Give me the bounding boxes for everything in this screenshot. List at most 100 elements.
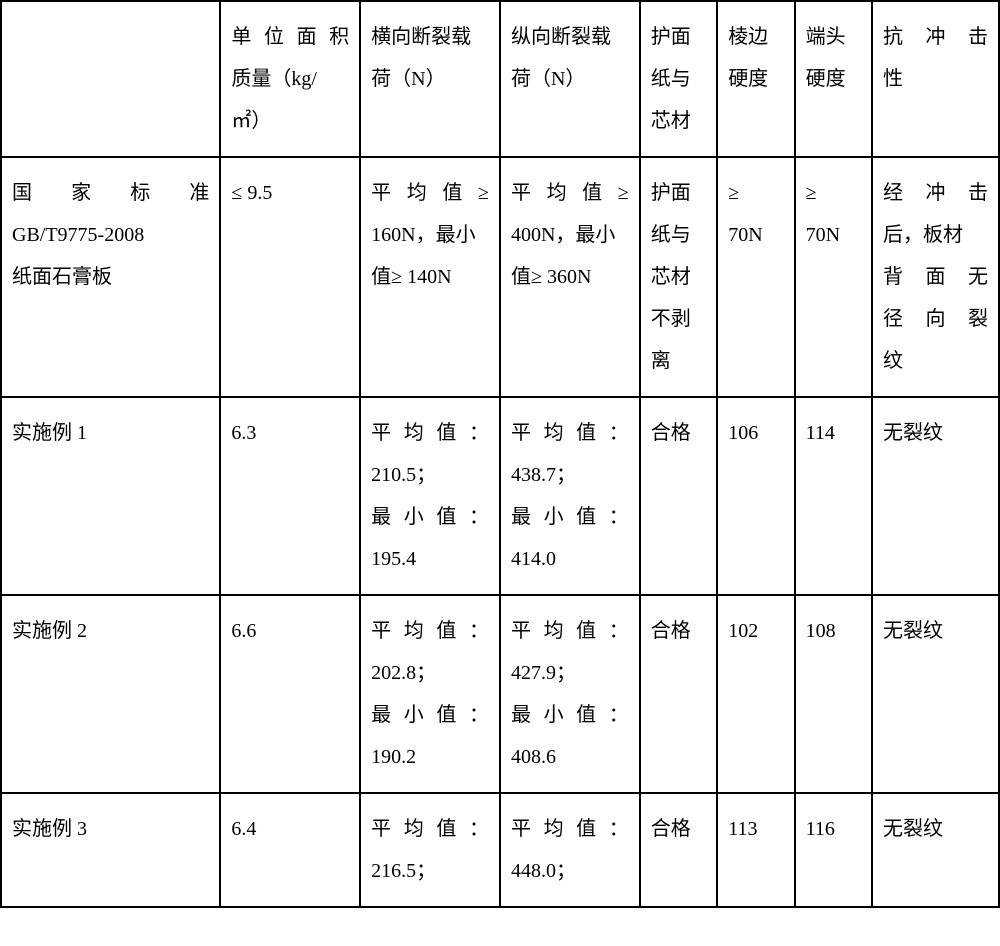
cell-4: 合格 [640,595,717,793]
text: 平均值： [371,412,489,454]
text: 值≥ 360N [511,256,629,298]
cell-5: 102 [717,595,794,793]
text: 纸与 [651,214,706,256]
text: 抗冲击 [883,16,988,58]
text: 径向裂 [883,298,988,340]
text: 408.6 [511,736,629,778]
text: 性 [883,58,988,100]
cell-4: 合格 [640,793,717,907]
cell-4: 护面 纸与 芯材 不剥 离 [640,157,717,397]
cell-1: 6.4 [220,793,360,907]
text: 70N [806,214,861,256]
text: 芯材 [651,100,706,142]
header-cell-7: 抗冲击 性 [872,1,999,157]
text: 平均值： [511,610,629,652]
text: 护面 [651,172,706,214]
cell-6: 114 [795,397,872,595]
cell-5: 113 [717,793,794,907]
text: 背面无 [883,256,988,298]
cell-7: 无裂纹 [872,397,999,595]
text: 195.4 [371,538,489,580]
text: 210.5； [371,454,489,496]
cell-6: 116 [795,793,872,907]
text: 纸面石膏板 [12,256,209,298]
text: 427.9； [511,652,629,694]
cell-3: 平均值： 448.0； [500,793,640,907]
text: 202.8； [371,652,489,694]
text: 荷（N） [511,58,629,100]
cell-2: 平均值： 216.5； [360,793,500,907]
cell-0: 实施例 1 [1,397,220,595]
text: 438.7； [511,454,629,496]
cell-1: ≤ 9.5 [220,157,360,397]
cell-3: 平均值： 438.7； 最小值： 414.0 [500,397,640,595]
cell-5: 106 [717,397,794,595]
text: ≥ [806,172,861,214]
text: 平均值： [371,610,489,652]
cell-0: 实施例 3 [1,793,220,907]
header-cell-3: 纵向断裂载 荷（N） [500,1,640,157]
cell-7: 经冲击 后，板材 背面无 径向裂 纹 [872,157,999,397]
cell-7: 无裂纹 [872,793,999,907]
text: 离 [651,340,706,382]
cell-1: 6.3 [220,397,360,595]
text: 荷（N） [371,58,489,100]
text: 70N [728,214,783,256]
cell-6: 108 [795,595,872,793]
text: 平均值≥ [371,172,489,214]
cell-4: 合格 [640,397,717,595]
text: 硬度 [806,58,861,100]
cell-0: 国家标准 GB/T9775-2008 纸面石膏板 [1,157,220,397]
text: 纸与 [651,58,706,100]
text: 纹 [883,340,988,382]
text: ≥ [728,172,783,214]
data-table: 单位面积 质量（kg/ ㎡） 横向断裂载 荷（N） 纵向断裂载 荷（N） 护面 … [0,0,1000,908]
text: 最小值： [511,694,629,736]
text: 经冲击 [883,172,988,214]
header-cell-4: 护面 纸与 芯材 [640,1,717,157]
cell-7: 无裂纹 [872,595,999,793]
cell-2: 平均值： 210.5； 最小值： 195.4 [360,397,500,595]
header-cell-5: 棱边 硬度 [717,1,794,157]
header-cell-2: 横向断裂载 荷（N） [360,1,500,157]
row-example-3: 实施例 3 6.4 平均值： 216.5； 平均值： 448.0； 合格 113… [1,793,999,907]
row-example-2: 实施例 2 6.6 平均值： 202.8； 最小值： 190.2 平均值： 42… [1,595,999,793]
header-cell-0 [1,1,220,157]
text: GB/T9775-2008 [12,214,209,256]
text: 芯材 [651,256,706,298]
cell-2: 平均值： 202.8； 最小值： 190.2 [360,595,500,793]
text: 最小值： [511,496,629,538]
text: 平均值≥ [511,172,629,214]
row-example-1: 实施例 1 6.3 平均值： 210.5； 最小值： 195.4 平均值： 43… [1,397,999,595]
text: 后，板材 [883,214,988,256]
header-cell-1: 单位面积 质量（kg/ ㎡） [220,1,360,157]
text: 纵向断裂载 [511,16,629,58]
text: 单位面积 [231,16,349,58]
text: 400N，最小 [511,214,629,256]
cell-3: 平均值≥ 400N，最小 值≥ 360N [500,157,640,397]
cell-2: 平均值≥ 160N，最小 值≥ 140N [360,157,500,397]
text: 414.0 [511,538,629,580]
text: 最小值： [371,694,489,736]
text: 护面 [651,16,706,58]
text: 国家标准 [12,172,209,214]
text: 端头 [806,16,861,58]
text: 190.2 [371,736,489,778]
text: 最小值： [371,496,489,538]
text: 平均值： [511,412,629,454]
header-row: 单位面积 质量（kg/ ㎡） 横向断裂载 荷（N） 纵向断裂载 荷（N） 护面 … [1,1,999,157]
text: 平均值： [511,808,629,850]
cell-6: ≥ 70N [795,157,872,397]
text: 硬度 [728,58,783,100]
text: 448.0； [511,850,629,892]
cell-1: 6.6 [220,595,360,793]
cell-3: 平均值： 427.9； 最小值： 408.6 [500,595,640,793]
text: 216.5； [371,850,489,892]
text: 不剥 [651,298,706,340]
cell-5: ≥ 70N [717,157,794,397]
text: 160N，最小 [371,214,489,256]
header-cell-6: 端头 硬度 [795,1,872,157]
row-standard: 国家标准 GB/T9775-2008 纸面石膏板 ≤ 9.5 平均值≥ 160N… [1,157,999,397]
text: 平均值： [371,808,489,850]
cell-0: 实施例 2 [1,595,220,793]
